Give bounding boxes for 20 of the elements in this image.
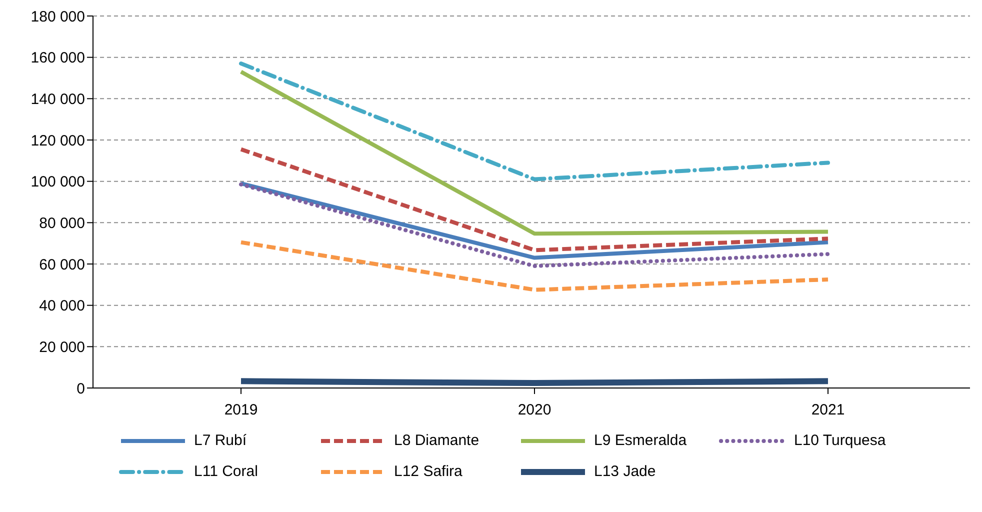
x-tick-label: 2020 <box>518 402 552 419</box>
legend-label: L11 Coral <box>194 463 258 480</box>
x-tick-label: 2019 <box>224 402 258 419</box>
legend-label: L10 Turquesa <box>794 432 886 449</box>
x-tick-label: 2021 <box>811 402 845 419</box>
y-tick-label: 100 000 <box>30 174 85 191</box>
legend-label: L12 Safira <box>394 463 462 480</box>
legend-label: L9 Esmeralda <box>594 432 687 449</box>
y-tick-label: 60 000 <box>39 256 85 274</box>
legend-label: L7 Rubí <box>194 432 247 449</box>
y-tick-label: 160 000 <box>30 50 85 67</box>
y-tick-label: 0 <box>76 380 85 398</box>
y-tick-label: 40 000 <box>39 298 85 315</box>
y-tick-label: 120 000 <box>30 132 85 150</box>
y-tick-label: 80 000 <box>39 214 85 232</box>
legend-label: L8 Diamante <box>394 432 480 449</box>
y-tick-label: 20 000 <box>39 338 85 356</box>
legend-label: L13 Jade <box>594 463 656 480</box>
y-tick-label: 140 000 <box>30 90 85 108</box>
y-tick-label: 180 000 <box>30 8 85 26</box>
